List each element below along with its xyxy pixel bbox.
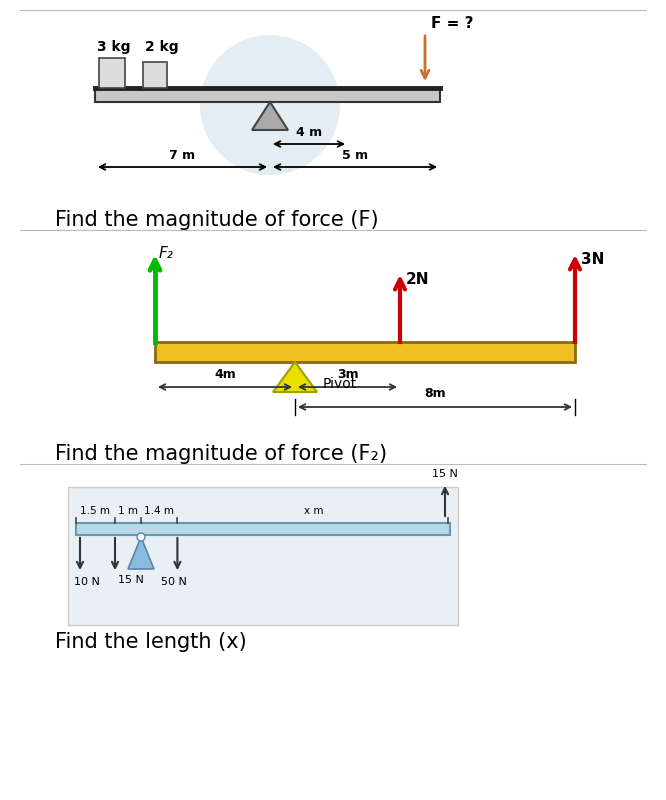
Text: 1 m: 1 m xyxy=(118,506,138,516)
Bar xyxy=(155,342,575,362)
Text: 3N: 3N xyxy=(581,252,604,267)
Bar xyxy=(143,62,167,88)
Text: 1.4 m: 1.4 m xyxy=(145,506,174,516)
Text: F₂: F₂ xyxy=(159,246,174,261)
Text: 7 m: 7 m xyxy=(169,149,196,162)
Circle shape xyxy=(200,35,340,175)
Polygon shape xyxy=(128,537,154,569)
Text: 15 N: 15 N xyxy=(432,469,458,479)
Text: Pivot: Pivot xyxy=(323,377,357,391)
Text: Find the magnitude of force (F₂): Find the magnitude of force (F₂) xyxy=(55,444,387,464)
Text: F = ?: F = ? xyxy=(431,16,474,31)
Bar xyxy=(99,58,125,88)
Circle shape xyxy=(137,533,145,541)
Text: 3m: 3m xyxy=(337,368,358,381)
Text: 5 m: 5 m xyxy=(342,149,368,162)
Text: 8m: 8m xyxy=(424,387,446,400)
Bar xyxy=(76,523,450,535)
Text: 3 kg: 3 kg xyxy=(97,40,131,54)
Text: 10 N: 10 N xyxy=(74,577,100,587)
Text: Find the length (x): Find the length (x) xyxy=(55,632,246,652)
Text: 4 m: 4 m xyxy=(296,126,322,139)
Polygon shape xyxy=(252,102,288,130)
Text: 1.5 m: 1.5 m xyxy=(81,506,111,516)
Polygon shape xyxy=(273,362,317,392)
Text: 15 N: 15 N xyxy=(118,575,144,585)
Text: x m: x m xyxy=(304,506,324,516)
Text: Find the magnitude of force (F): Find the magnitude of force (F) xyxy=(55,210,379,230)
Bar xyxy=(95,88,440,102)
Text: 4m: 4m xyxy=(214,368,236,381)
Text: 50 N: 50 N xyxy=(161,577,187,587)
Text: 2 kg: 2 kg xyxy=(145,40,178,54)
Bar xyxy=(68,487,458,625)
Text: 2N: 2N xyxy=(406,272,430,287)
